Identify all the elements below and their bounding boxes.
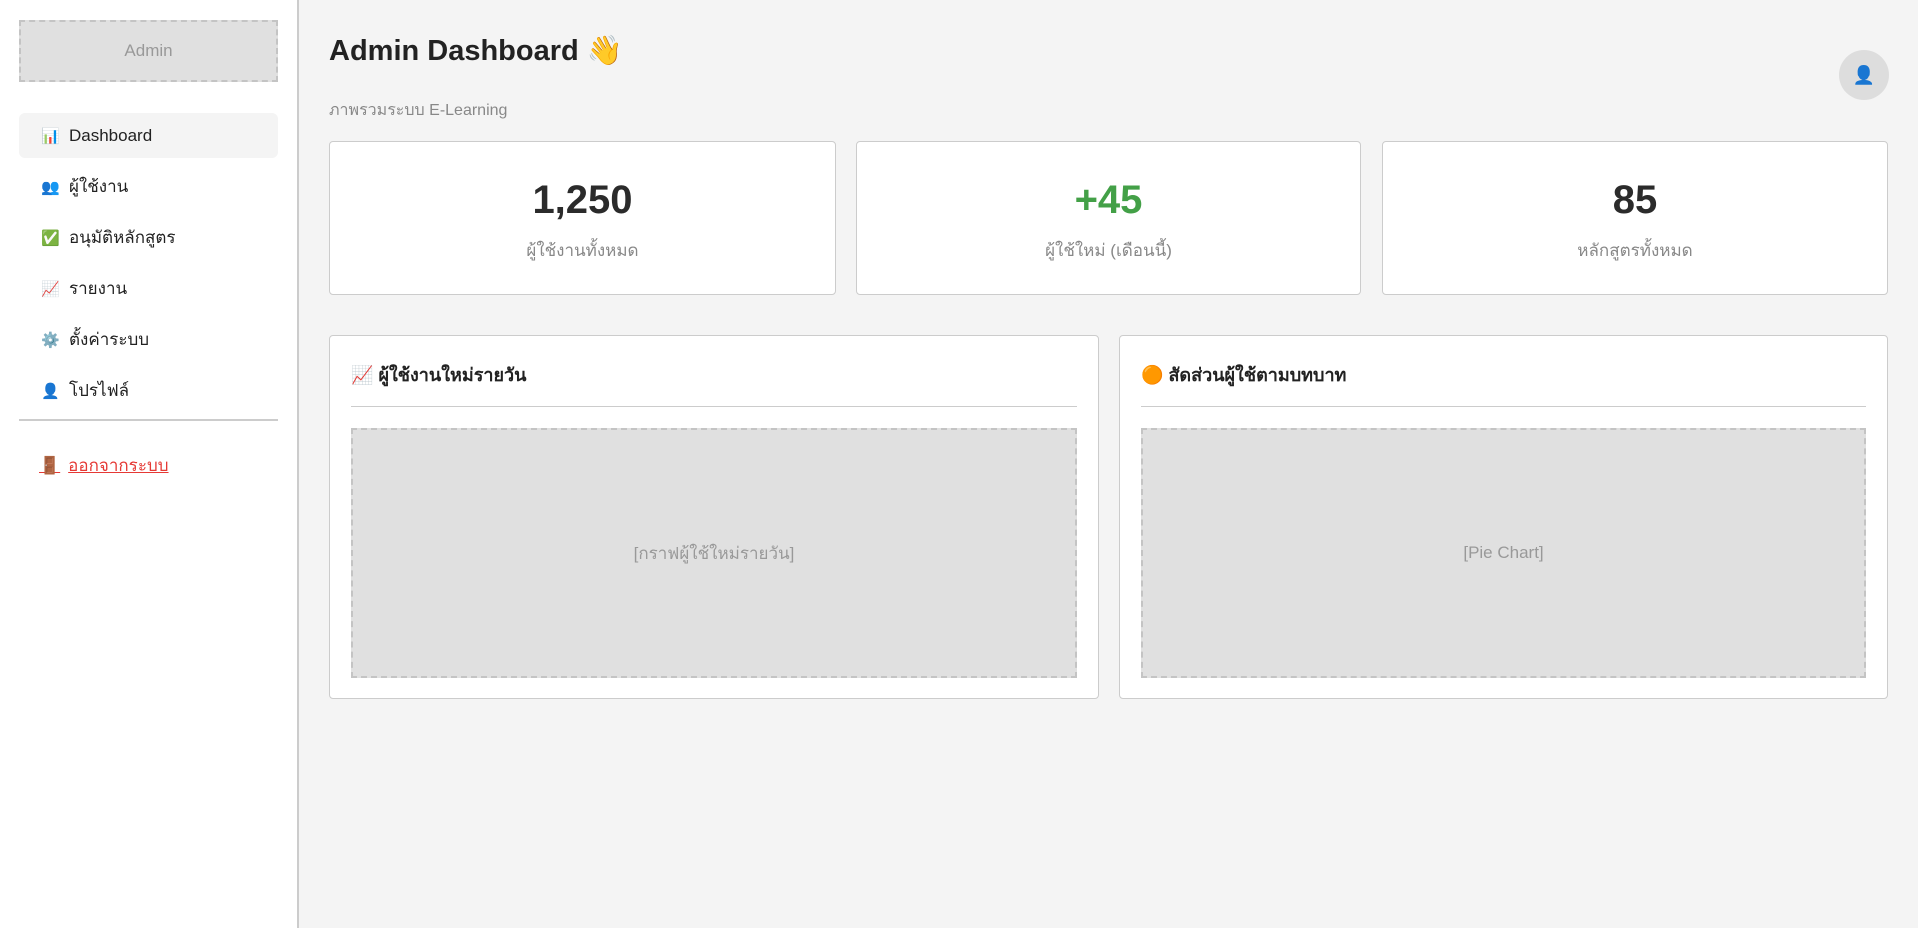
chart-placeholder: [Pie Chart] (1141, 428, 1866, 678)
stat-card-new-users: +45 ผู้ใช้ใหม่ (เดือนนี้) (856, 141, 1361, 295)
user-icon: 👤 (1852, 64, 1876, 85)
sidebar-nav: 📊 Dashboard 👥 ผู้ใช้งาน ✅ อนุมัติหลักสูตร 📈… (19, 113, 278, 419)
stat-value: 1,250 (532, 178, 633, 222)
sidebar-item-reports[interactable]: 📈 รายงาน (19, 266, 278, 311)
sidebar: Admin 📊 Dashboard 👥 ผู้ใช้งาน ✅ อนุมัติหลัก… (0, 0, 299, 928)
check-icon: ✅ (41, 229, 60, 247)
logout-label: ออกจากระบบ (68, 456, 169, 475)
sidebar-divider (19, 419, 278, 421)
user-icon: 👤 (41, 382, 60, 400)
stat-value: +45 (1074, 178, 1143, 222)
sidebar-item-label: อนุมัติหลักสูตร (69, 228, 176, 247)
logo-placeholder: Admin (19, 20, 278, 82)
card-title-text: สัดส่วนผู้ใช้ตามบทบาท (1168, 365, 1347, 385)
gear-icon: ⚙️ (41, 331, 60, 349)
stat-card-total-courses: 85 หลักสูตรทั้งหมด (1382, 141, 1888, 295)
pie-icon: 🟠 (1141, 365, 1164, 385)
sidebar-item-label: โปรไฟล์ (69, 381, 130, 400)
card-divider (351, 406, 1077, 407)
sidebar-item-users[interactable]: 👥 ผู้ใช้งาน (19, 164, 278, 209)
sidebar-item-label: ตั้งค่าระบบ (69, 330, 150, 349)
logout-link[interactable]: 🚪 ออกจากระบบ (39, 452, 169, 479)
users-icon: 👥 (41, 178, 60, 196)
trend-chart-icon: 📈 (41, 280, 60, 298)
sidebar-item-label: Dashboard (69, 125, 153, 145)
stat-label: ผู้ใช้งานทั้งหมด (526, 241, 639, 260)
stat-label: หลักสูตรทั้งหมด (1577, 241, 1693, 260)
stat-card-total-users: 1,250 ผู้ใช้งานทั้งหมด (329, 141, 836, 295)
card-title: 🟠 สัดส่วนผู้ใช้ตามบทบาท (1141, 360, 1346, 389)
stat-label: ผู้ใช้ใหม่ (เดือนนี้) (1045, 241, 1172, 260)
page-title: Admin Dashboard 👋 (329, 35, 623, 67)
sidebar-item-label: รายงาน (69, 279, 128, 298)
user-role-ratio-card: 🟠 สัดส่วนผู้ใช้ตามบทบาท [Pie Chart] (1119, 335, 1888, 699)
avatar[interactable]: 👤 (1839, 50, 1889, 100)
sidebar-item-profile[interactable]: 👤 โปรไฟล์ (19, 368, 278, 413)
stat-value: 85 (1612, 178, 1658, 222)
daily-new-users-card: 📈 ผู้ใช้งานใหม่รายวัน [กราฟผู้ใช้ใหม่ราย… (329, 335, 1099, 699)
bar-chart-icon: 📊 (41, 127, 60, 145)
chart-placeholder: [กราฟผู้ใช้ใหม่รายวัน] (351, 428, 1077, 678)
door-icon: 🚪 (39, 455, 61, 475)
card-title-text: ผู้ใช้งานใหม่รายวัน (378, 365, 527, 385)
sidebar-item-dashboard[interactable]: 📊 Dashboard (19, 113, 278, 158)
trend-chart-icon: 📈 (351, 365, 374, 385)
page-subtitle: ภาพรวมระบบ E-Learning (329, 102, 508, 119)
sidebar-item-label: ผู้ใช้งาน (69, 177, 129, 196)
sidebar-item-course-approval[interactable]: ✅ อนุมัติหลักสูตร (19, 215, 278, 260)
card-divider (1141, 406, 1866, 407)
card-title: 📈 ผู้ใช้งานใหม่รายวัน (351, 360, 526, 389)
sidebar-item-settings[interactable]: ⚙️ ตั้งค่าระบบ (19, 317, 278, 362)
